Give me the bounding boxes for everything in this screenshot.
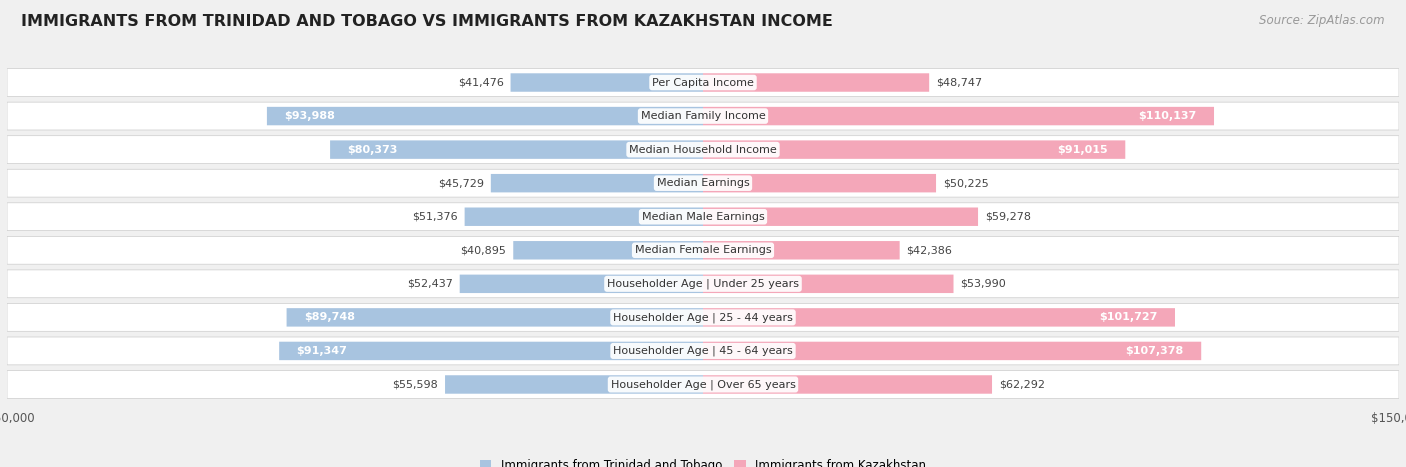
Text: $91,347: $91,347 [297,346,347,356]
FancyBboxPatch shape [280,342,703,360]
Text: $55,598: $55,598 [392,380,439,389]
Text: $91,015: $91,015 [1057,145,1108,155]
FancyBboxPatch shape [7,337,1399,365]
Text: Median Earnings: Median Earnings [657,178,749,188]
Text: $59,278: $59,278 [986,212,1031,222]
FancyBboxPatch shape [330,141,703,159]
FancyBboxPatch shape [7,69,1399,97]
FancyBboxPatch shape [703,241,900,260]
Text: Median Male Earnings: Median Male Earnings [641,212,765,222]
FancyBboxPatch shape [510,73,703,92]
FancyBboxPatch shape [7,136,1399,163]
Text: $48,747: $48,747 [936,78,983,87]
Text: Median Female Earnings: Median Female Earnings [634,245,772,255]
Text: $53,990: $53,990 [960,279,1007,289]
Text: Householder Age | 25 - 44 years: Householder Age | 25 - 44 years [613,312,793,323]
Text: IMMIGRANTS FROM TRINIDAD AND TOBAGO VS IMMIGRANTS FROM KAZAKHSTAN INCOME: IMMIGRANTS FROM TRINIDAD AND TOBAGO VS I… [21,14,832,29]
Text: $52,437: $52,437 [406,279,453,289]
FancyBboxPatch shape [7,236,1399,264]
FancyBboxPatch shape [703,375,993,394]
Text: $40,895: $40,895 [460,245,506,255]
Text: $45,729: $45,729 [437,178,484,188]
FancyBboxPatch shape [703,308,1175,326]
FancyBboxPatch shape [513,241,703,260]
Text: Median Family Income: Median Family Income [641,111,765,121]
Text: $110,137: $110,137 [1139,111,1197,121]
FancyBboxPatch shape [703,107,1213,125]
Text: Householder Age | 45 - 64 years: Householder Age | 45 - 64 years [613,346,793,356]
FancyBboxPatch shape [703,207,979,226]
FancyBboxPatch shape [703,73,929,92]
FancyBboxPatch shape [491,174,703,192]
FancyBboxPatch shape [267,107,703,125]
Text: $51,376: $51,376 [412,212,458,222]
Text: $80,373: $80,373 [347,145,398,155]
FancyBboxPatch shape [703,174,936,192]
Text: Source: ZipAtlas.com: Source: ZipAtlas.com [1260,14,1385,27]
Text: $101,727: $101,727 [1099,312,1157,322]
FancyBboxPatch shape [7,102,1399,130]
FancyBboxPatch shape [703,141,1125,159]
FancyBboxPatch shape [7,203,1399,231]
FancyBboxPatch shape [287,308,703,326]
Text: Median Household Income: Median Household Income [628,145,778,155]
FancyBboxPatch shape [703,275,953,293]
Text: $42,386: $42,386 [907,245,952,255]
Text: $93,988: $93,988 [284,111,335,121]
FancyBboxPatch shape [703,342,1201,360]
Text: $107,378: $107,378 [1126,346,1184,356]
Text: $50,225: $50,225 [943,178,988,188]
Text: $41,476: $41,476 [458,78,503,87]
Text: Per Capita Income: Per Capita Income [652,78,754,87]
Text: $89,748: $89,748 [304,312,354,322]
FancyBboxPatch shape [460,275,703,293]
FancyBboxPatch shape [7,304,1399,331]
FancyBboxPatch shape [7,169,1399,197]
FancyBboxPatch shape [464,207,703,226]
Text: Householder Age | Under 25 years: Householder Age | Under 25 years [607,279,799,289]
Text: Householder Age | Over 65 years: Householder Age | Over 65 years [610,379,796,390]
FancyBboxPatch shape [7,270,1399,298]
Legend: Immigrants from Trinidad and Tobago, Immigrants from Kazakhstan: Immigrants from Trinidad and Tobago, Imm… [475,454,931,467]
FancyBboxPatch shape [7,370,1399,398]
FancyBboxPatch shape [446,375,703,394]
Text: $62,292: $62,292 [1000,380,1045,389]
